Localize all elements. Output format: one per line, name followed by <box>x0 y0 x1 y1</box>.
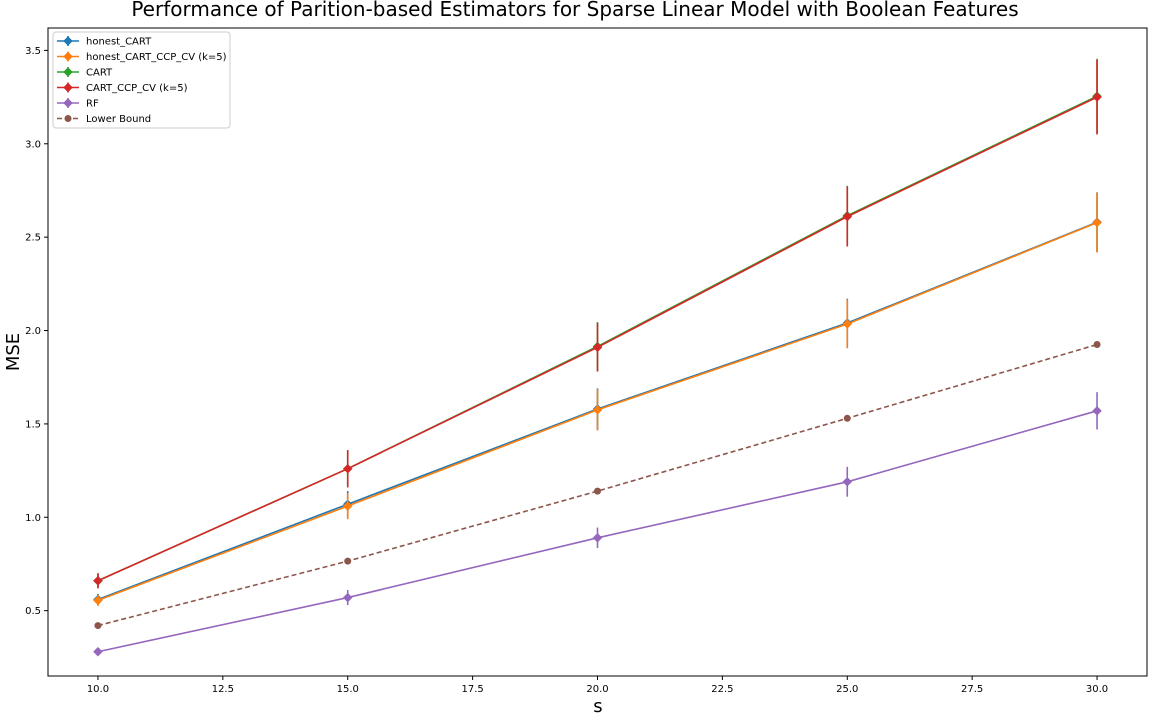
legend-marker <box>63 36 73 46</box>
legend-item: CART_CCP_CV (k=5) <box>57 82 188 94</box>
legend-label: RF <box>86 99 99 110</box>
x-tick-label: 22.5 <box>711 684 733 695</box>
data-point <box>344 557 352 565</box>
x-tick-label: 30.0 <box>1086 684 1108 695</box>
data-point <box>342 501 353 511</box>
data-point <box>843 414 851 422</box>
series <box>93 59 1102 589</box>
y-tick-label: 1.5 <box>25 419 41 430</box>
legend-marker <box>63 98 73 108</box>
x-tick-label: 15.0 <box>337 684 359 695</box>
y-tick-label: 2.5 <box>25 233 41 244</box>
data-point <box>342 463 353 474</box>
y-tick-label: 3.5 <box>25 46 41 57</box>
x-tick-label: 27.5 <box>961 684 983 695</box>
y-tick-label: 3.0 <box>25 139 41 150</box>
series-line <box>97 343 1098 627</box>
data-point <box>592 532 603 543</box>
data-point <box>592 342 603 353</box>
x-axis-label: s <box>593 696 602 717</box>
series-layer <box>93 58 1102 657</box>
legend-item: RF <box>57 98 99 110</box>
data-point <box>842 476 853 487</box>
data-point <box>1092 217 1102 228</box>
data-point <box>93 646 103 657</box>
data-point <box>594 487 601 495</box>
y-axis: 0.5 1.0 1.5 2.0 2.5 3.0 3.5 <box>25 46 48 617</box>
series <box>94 341 1101 630</box>
data-point <box>93 595 103 606</box>
x-tick-label: 20.0 <box>586 684 608 695</box>
y-axis-label: MSE <box>3 333 24 371</box>
data-point <box>842 319 853 329</box>
y-tick-label: 0.5 <box>25 606 41 617</box>
legend-label: CART_CCP_CV (k=5) <box>86 83 188 94</box>
x-tick-label: 17.5 <box>461 684 483 695</box>
y-tick-label: 1.0 <box>25 513 41 524</box>
data-point <box>1092 92 1102 102</box>
data-point <box>842 211 853 222</box>
legend-marker <box>64 115 72 122</box>
legend-frame <box>52 31 231 129</box>
legend-item: CART <box>57 67 113 79</box>
legend: honest_CART honest_CART_CCP_CV (k=5) CART C… <box>52 31 231 129</box>
data-point <box>592 405 603 415</box>
x-axis: 10.0 12.5 15.0 17.5 20.0 22.5 25.0 27.5 30.0 <box>87 676 1108 695</box>
x-tick-label: 12.5 <box>212 684 234 695</box>
data-point <box>1092 405 1102 416</box>
y-tick-label: 2.0 <box>25 326 41 337</box>
legend-label: CART <box>86 68 113 79</box>
legend-item: honest_CART_CCP_CV (k=5) <box>57 51 227 63</box>
legend-marker <box>63 51 73 62</box>
legend-item: honest_CART <box>57 36 152 48</box>
legend-item: Lower Bound <box>57 114 151 125</box>
series <box>93 192 1102 606</box>
legend-label: Lower Bound <box>86 114 151 125</box>
legend-label: honest_CART <box>86 37 152 48</box>
series <box>93 392 1102 657</box>
chart-title: Performance of Parition-based Estimators… <box>131 0 1018 21</box>
x-tick-label: 10.0 <box>87 684 109 695</box>
x-tick-label: 25.0 <box>836 684 858 695</box>
data-point <box>342 592 353 603</box>
data-point <box>93 575 103 586</box>
legend-marker <box>63 82 73 93</box>
legend-marker <box>63 67 73 77</box>
legend-label: honest_CART_CCP_CV (k=5) <box>86 52 227 63</box>
data-point <box>1093 341 1101 349</box>
data-point <box>94 622 102 630</box>
